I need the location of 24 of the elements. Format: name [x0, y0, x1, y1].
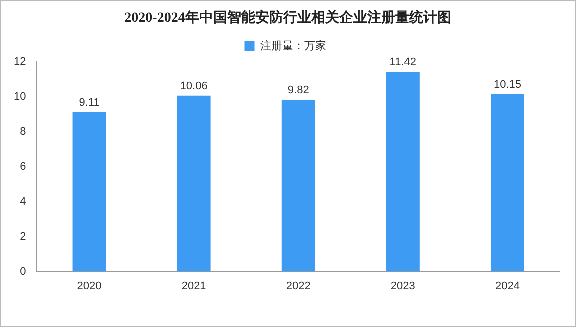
data-label: 10.06 [180, 80, 208, 92]
y-tick-label: 6 [20, 160, 26, 173]
bar [490, 94, 524, 272]
x-tick-label: 2024 [495, 280, 520, 292]
y-tick-label: 8 [20, 126, 26, 138]
data-label: 9.82 [288, 84, 310, 97]
bar [72, 112, 106, 272]
y-tick-label: 4 [20, 196, 26, 208]
data-label: 9.11 [79, 97, 100, 110]
y-tick-label: 0 [20, 266, 26, 278]
x-tick-label: 2020 [77, 280, 102, 292]
bar [282, 100, 316, 272]
x-tick-label: 2023 [390, 280, 416, 292]
y-tick-label: 2 [20, 230, 26, 243]
legend-label: 注册量：万家 [260, 40, 326, 53]
x-tick-label: 2021 [182, 280, 206, 292]
y-tick-label: 10 [14, 91, 26, 103]
data-label: 10.15 [494, 78, 522, 91]
y-tick-label: 12 [14, 56, 26, 68]
data-label: 11.42 [390, 56, 417, 69]
bar [177, 96, 211, 272]
x-tick-label: 2022 [286, 280, 311, 292]
bar [386, 72, 420, 272]
chart-title: 2020-2024年中国智能安防行业相关企业注册量统计图 [124, 9, 452, 27]
